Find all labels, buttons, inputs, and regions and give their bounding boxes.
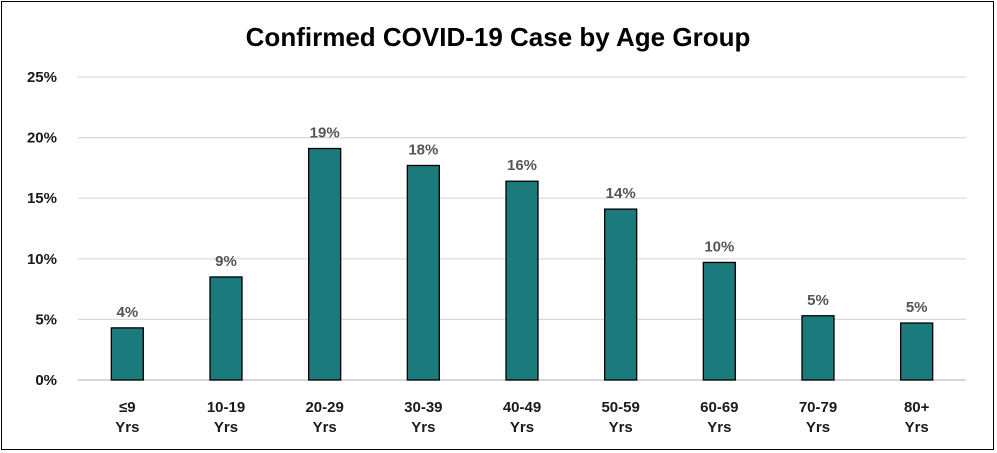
data-label: 14%	[606, 185, 636, 202]
x-tick-label: Yrs	[707, 419, 731, 436]
y-tick-label: 15%	[27, 190, 57, 207]
x-tick-label: Yrs	[609, 419, 633, 436]
x-tick-label: 60-69	[700, 399, 738, 416]
bar	[209, 276, 243, 381]
y-axis-ticks: 0% 5% 10% 15% 20% 25%	[27, 69, 57, 389]
x-tick-label: 10-19	[207, 399, 245, 416]
bar	[702, 261, 736, 381]
y-tick-label: 25%	[27, 69, 57, 86]
chart-title: Confirmed COVID-19 Case by Age Group	[246, 22, 751, 52]
bar	[406, 164, 440, 381]
data-label: 9%	[215, 253, 237, 270]
data-label: 16%	[507, 157, 537, 174]
x-tick-label: Yrs	[313, 419, 337, 436]
data-label: 5%	[906, 299, 928, 316]
bars	[110, 147, 934, 381]
data-label: 4%	[116, 304, 138, 321]
x-tick-label: 40-49	[503, 399, 541, 416]
y-tick-label: 20%	[27, 130, 57, 147]
x-tick-label: Yrs	[411, 419, 435, 436]
x-tick-label: Yrs	[214, 419, 238, 436]
data-label: 18%	[408, 141, 438, 158]
bar	[110, 327, 144, 381]
x-tick-label: ≤9	[119, 399, 136, 416]
x-tick-label: 30-39	[404, 399, 442, 416]
x-tick-label: Yrs	[510, 419, 534, 436]
x-tick-label: Yrs	[115, 419, 139, 436]
x-tick-label: 80+	[904, 399, 930, 416]
x-tick-label: Yrs	[905, 419, 929, 436]
data-label: 10%	[704, 238, 734, 255]
bar	[604, 208, 638, 381]
bar	[900, 322, 934, 381]
y-tick-label: 5%	[35, 311, 57, 328]
x-axis-ticks: ≤9 Yrs 10-19 Yrs 20-29 Yrs 30-39 Yrs 40-49 Yrs 50-…	[115, 399, 929, 436]
data-label: 19%	[310, 125, 340, 142]
data-label: 5%	[807, 292, 829, 309]
x-tick-label: 50-59	[601, 399, 639, 416]
bar	[505, 180, 539, 381]
x-tick-label: Yrs	[806, 419, 830, 436]
data-labels: 4% 9% 19% 18% 16% 14% 10% 5% 5%	[116, 125, 927, 321]
bar	[801, 315, 835, 381]
x-tick-label: 20-29	[305, 399, 343, 416]
bar	[308, 147, 342, 381]
x-tick-label: 70-79	[799, 399, 837, 416]
y-tick-label: 10%	[27, 251, 57, 268]
y-tick-label: 0%	[35, 372, 57, 389]
